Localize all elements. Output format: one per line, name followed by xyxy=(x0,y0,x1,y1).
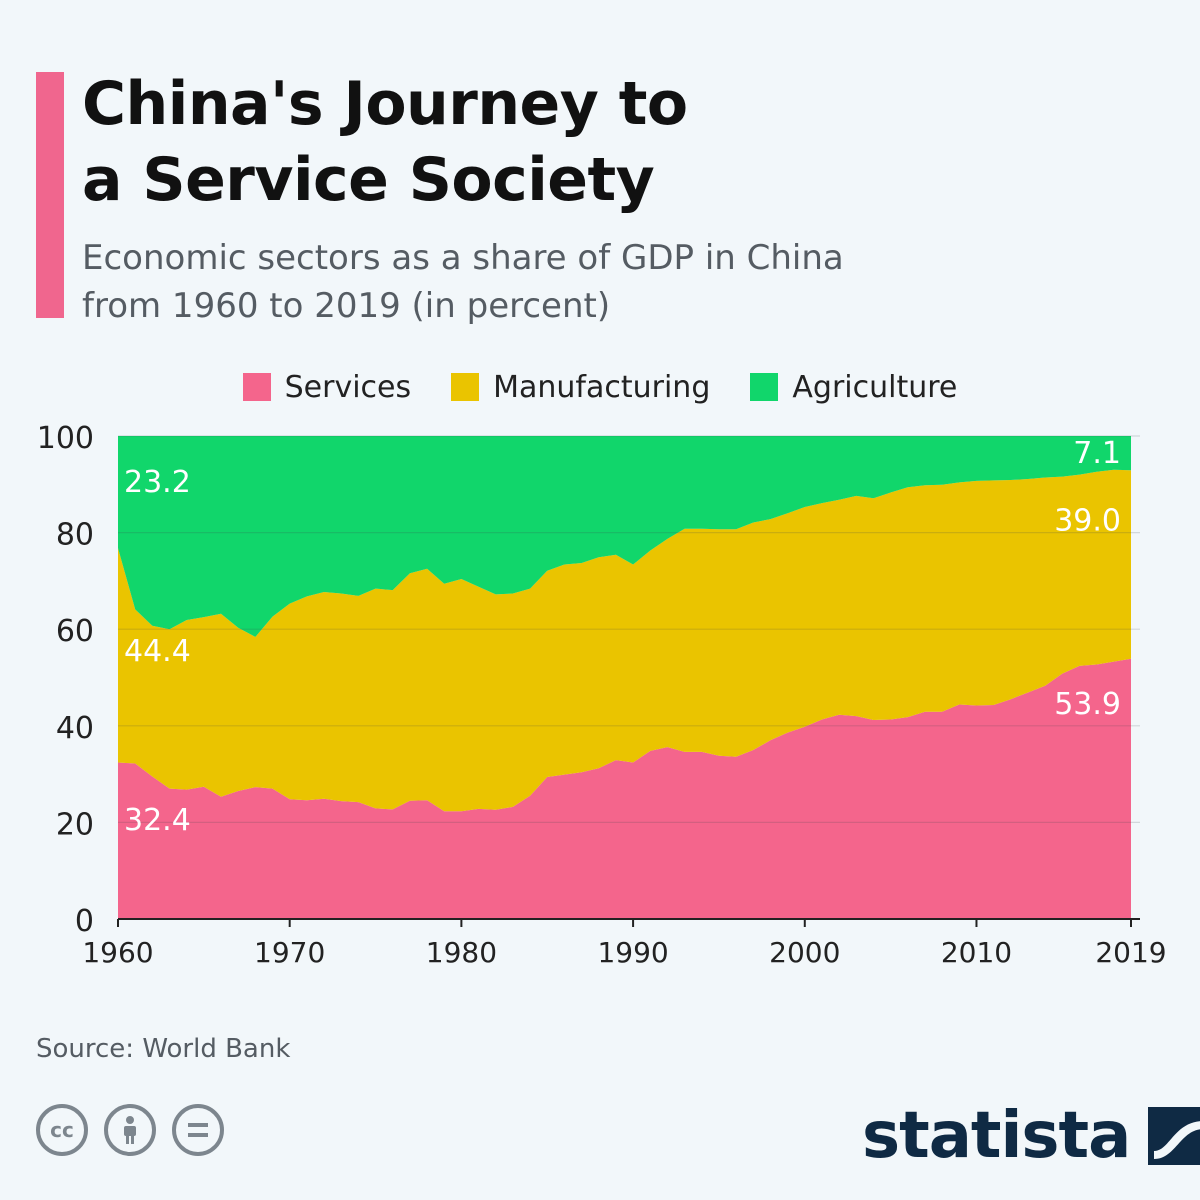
attribution-icon[interactable] xyxy=(104,1104,156,1156)
legend-item-services: Services xyxy=(242,369,412,405)
y-tick-label-60: 60 xyxy=(56,614,94,649)
x-tick-label-2019: 2019 xyxy=(1095,936,1166,969)
data-label-agriculture-1960: 23.2 xyxy=(124,465,191,500)
chart-legend: Services Manufacturing Agriculture xyxy=(0,364,1200,410)
legend-swatch-services xyxy=(242,373,271,401)
x-tick-label-2010: 2010 xyxy=(941,936,1012,969)
chart-title-line-1: China's Journey to xyxy=(82,69,688,139)
statista-brand[interactable]: statista xyxy=(862,1098,1200,1174)
x-tick-label-2000: 2000 xyxy=(769,936,840,969)
y-tick-label-80: 80 xyxy=(56,518,94,553)
statista-logo-icon xyxy=(1148,1107,1200,1165)
y-tick-label-100: 100 xyxy=(37,421,94,456)
chart-subtitle-line-2: from 1960 to 2019 (in percent) xyxy=(82,286,611,326)
y-tick-label-20: 20 xyxy=(56,807,94,842)
chart-subtitle-line-1: Economic sectors as a share of GDP in Ch… xyxy=(82,238,844,278)
x-tick-label-1960: 1960 xyxy=(82,936,153,969)
cc-icon[interactable]: cc xyxy=(36,1104,88,1156)
data-label-agriculture-2019: 7.1 xyxy=(1073,436,1121,471)
statista-wordmark: statista xyxy=(862,1099,1131,1173)
equals-sign-icon xyxy=(188,1123,208,1137)
legend-label-agriculture: Agriculture xyxy=(792,369,958,405)
data-label-manufacturing-1960: 44.4 xyxy=(124,634,191,669)
source-note: Source: World Bank xyxy=(36,1034,291,1064)
x-tick-label-1970: 1970 xyxy=(254,936,325,969)
stacked-area-chart: 0 20 40 60 80 100 1960 1970 1980 1990 2000 2010 2019… xyxy=(37,421,1167,969)
license-icons: cc xyxy=(36,1104,224,1156)
area-manufacturing xyxy=(118,469,1131,812)
y-tick-label-40: 40 xyxy=(56,711,94,746)
legend-label-manufacturing: Manufacturing xyxy=(493,369,711,405)
legend-item-agriculture: Agriculture xyxy=(750,370,957,405)
chart-subtitle: Economic sectors as a share of GDP in Ch… xyxy=(82,234,844,330)
area-services xyxy=(118,658,1131,919)
chart-title: China's Journey to a Service Society xyxy=(82,66,688,218)
attribution-person-icon xyxy=(124,1116,136,1144)
data-label-services-2019: 53.9 xyxy=(1054,687,1121,722)
legend-label-services: Services xyxy=(284,369,412,405)
x-tick-label-1980: 1980 xyxy=(426,936,497,969)
data-label-services-1960: 32.4 xyxy=(124,803,191,838)
legend-item-manufacturing: Manufacturing xyxy=(451,370,710,405)
no-derivatives-icon[interactable] xyxy=(172,1104,224,1156)
legend-swatch-manufacturing xyxy=(451,373,480,401)
chart-title-line-2: a Service Society xyxy=(82,145,655,215)
x-tick-label-1990: 1990 xyxy=(597,936,668,969)
area-agriculture xyxy=(118,436,1131,637)
data-label-manufacturing-2019: 39.0 xyxy=(1054,504,1121,539)
title-accent-bar xyxy=(36,72,64,318)
y-tick-label-0: 0 xyxy=(75,904,94,939)
legend-swatch-agriculture xyxy=(750,373,779,401)
